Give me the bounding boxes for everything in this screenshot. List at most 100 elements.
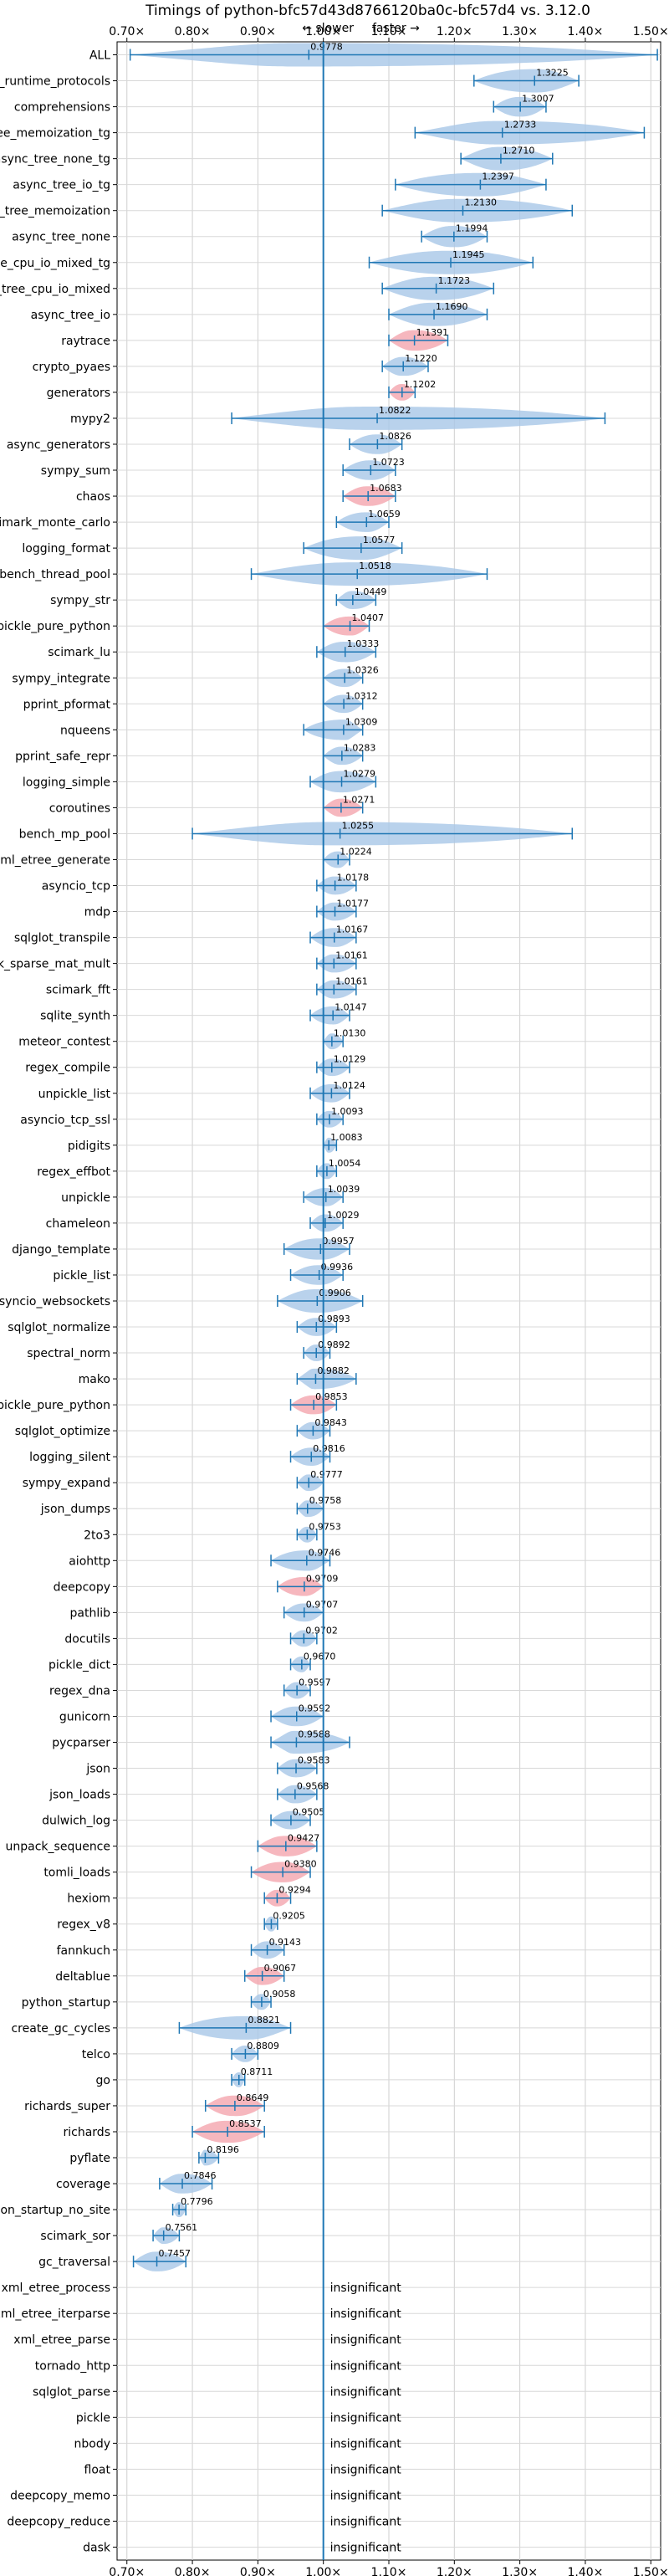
value-label: 0.8196 <box>207 2144 239 2155</box>
benchmark-label: sympy_integrate <box>12 672 110 685</box>
benchmark-label: typing_runtime_protocols <box>0 75 110 89</box>
benchmark-label: pathlib <box>70 1606 111 1620</box>
benchmark-label: mdp <box>84 906 111 919</box>
benchmark-label: regex_effbot <box>37 1165 110 1179</box>
value-label: 1.3007 <box>522 94 554 105</box>
benchmark-label: dulwich_log <box>42 1815 110 1828</box>
value-label: 1.0518 <box>359 561 391 571</box>
y-axis: ALL typing_runtime_protocols comprehension… <box>0 49 111 2555</box>
benchmark-label: sympy_sum <box>41 464 110 478</box>
value-label: 0.7796 <box>181 2196 213 2207</box>
value-label: 0.9058 <box>263 1989 296 2000</box>
benchmark-label: asyncio_websockets <box>0 1295 110 1308</box>
value-label: 1.0167 <box>336 924 369 935</box>
value-label: 1.2397 <box>482 172 514 182</box>
value-label: 0.8649 <box>237 2092 269 2103</box>
insignificant-label: insignificant <box>330 2307 402 2321</box>
benchmark-label: async_tree_io_tg <box>13 179 110 192</box>
benchmark-label: scimark_sor <box>40 2230 110 2243</box>
value-label: 1.0312 <box>345 690 378 701</box>
benchmark-label: deepcopy_reduce <box>7 2515 110 2528</box>
value-label: 1.0271 <box>343 794 375 805</box>
benchmark-label: ALL <box>89 49 110 63</box>
value-label: 0.8821 <box>248 2015 280 2025</box>
benchmark-label: async_tree_memoization <box>0 205 110 218</box>
benchmark-label: pyflate <box>69 2152 110 2165</box>
benchmark-label: crypto_pyaes <box>33 361 110 374</box>
benchmark-label: mypy2 <box>70 412 110 426</box>
direction-indicator: ← slower faster → <box>302 22 420 35</box>
insignificant-label: insignificant <box>330 2463 402 2476</box>
slower-label: ← slower <box>302 22 354 35</box>
value-label: 1.0124 <box>333 1080 365 1091</box>
x-tick-label-bottom: 1.10× <box>371 2566 407 2576</box>
benchmark-label: coroutines <box>49 801 110 815</box>
value-label: 0.9816 <box>313 1443 345 1454</box>
x-tick-label-bottom: 1.30× <box>502 2566 538 2576</box>
value-label: 1.0309 <box>345 716 378 727</box>
x-tick-label-top: 0.90× <box>240 25 276 38</box>
value-label: 1.1994 <box>456 223 488 234</box>
benchmark-label: python_startup <box>22 1996 110 2010</box>
benchmark-label: fannkuch <box>57 1944 110 1958</box>
value-label: 0.9957 <box>322 1236 355 1247</box>
benchmark-label: nbody <box>74 2437 111 2451</box>
benchmark-label: pidigits <box>68 1139 110 1153</box>
value-label: 1.0255 <box>342 820 375 831</box>
plot-area: 0.9778 1.3225 1.3007 1.2733 1.2710 1.2397 1.21… <box>129 42 658 2560</box>
value-label: 0.9205 <box>273 1911 305 1922</box>
value-label: 1.0161 <box>335 950 368 961</box>
insignificant-label: insignificant <box>330 2437 402 2451</box>
value-label: 1.0039 <box>328 1184 360 1195</box>
grid <box>116 41 661 2561</box>
benchmark-label: meteor_contest <box>18 1036 110 1049</box>
benchmark-label: richards_super <box>24 2100 110 2113</box>
benchmark-label: tornado_http <box>35 2359 110 2373</box>
benchmark-label: logging_format <box>22 542 110 556</box>
benchmark-label: 2to3 <box>84 1529 110 1542</box>
value-label: 0.9505 <box>293 1807 325 1818</box>
insignificant-label: insignificant <box>330 2411 402 2425</box>
insignificant-label: insignificant <box>330 2489 402 2502</box>
benchmark-label: gunicorn <box>59 1710 110 1723</box>
benchmark-label: float <box>84 2463 111 2476</box>
x-tick-label-top: 1.10× <box>371 25 407 38</box>
value-label: 0.9592 <box>299 1703 331 1713</box>
value-label: 1.2710 <box>503 146 535 156</box>
value-label: 0.9427 <box>288 1833 320 1844</box>
x-tick-label-bottom: 1.50× <box>633 2566 669 2576</box>
benchmark-label: unpickle_pure_python <box>0 1399 110 1412</box>
x-tick-label-top: 1.00× <box>305 25 341 38</box>
x-tick-label-top: 1.40× <box>567 25 603 38</box>
x-tick-label-top: 1.50× <box>633 25 669 38</box>
value-label: 0.7457 <box>159 2248 192 2259</box>
value-label: 1.0279 <box>344 768 376 779</box>
value-label: 0.9380 <box>284 1859 317 1870</box>
benchmark-label: scimark_fft <box>46 984 111 997</box>
benchmark-label: chameleon <box>46 1217 110 1231</box>
benchmark-label: scimark_sparse_mat_mult <box>0 958 111 971</box>
value-label: 1.1945 <box>452 249 485 260</box>
value-label: 0.9143 <box>269 1937 302 1948</box>
benchmark-label: sympy_str <box>50 594 110 607</box>
value-label: 0.9777 <box>310 1469 343 1480</box>
chart-title: Timings of python-bfc57d43d8766120ba0c-b… <box>145 3 590 19</box>
value-label: 1.0283 <box>344 742 376 753</box>
x-tick-label-top: 0.70× <box>109 25 145 38</box>
value-label: 1.0822 <box>379 405 411 416</box>
benchmark-label: aiohttp <box>69 1554 110 1568</box>
value-label: 1.0659 <box>368 509 401 520</box>
benchmark-label: go <box>96 2074 110 2087</box>
benchmark-label: sqlglot_normalize <box>8 1321 110 1334</box>
benchmark-label: tomli_loads <box>43 1867 110 1880</box>
value-label: 1.0723 <box>372 457 405 468</box>
value-label: 0.9702 <box>305 1625 338 1636</box>
benchmark-label: pickle <box>76 2411 110 2425</box>
value-label: 1.0083 <box>330 1132 363 1143</box>
value-label: 0.9294 <box>278 1885 311 1896</box>
value-label: 1.0326 <box>346 664 379 675</box>
insignificant-label: insignificant <box>330 2515 402 2528</box>
value-label: 1.0130 <box>334 1028 366 1039</box>
benchmark-label: pickle_dict <box>49 1658 111 1672</box>
value-label: 1.1690 <box>436 301 468 312</box>
